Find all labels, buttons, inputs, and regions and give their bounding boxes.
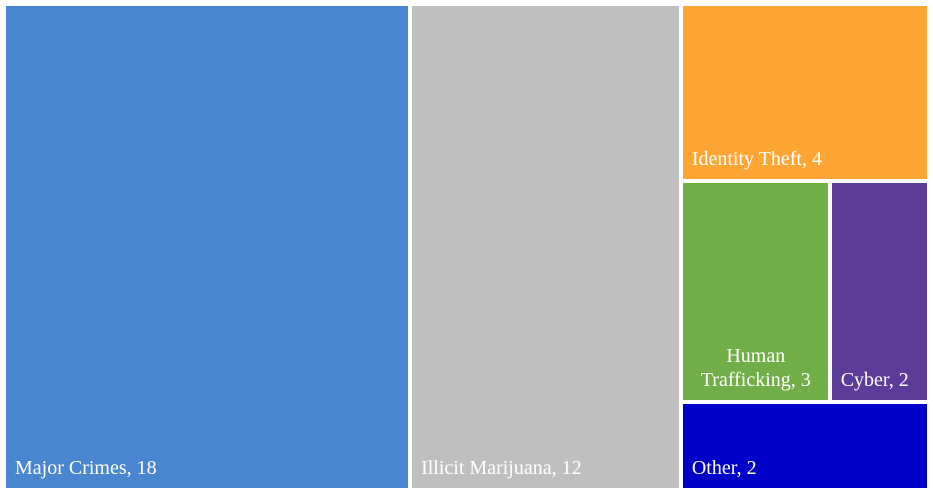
tile: Major Crimes, 18 [6, 6, 409, 488]
tile-label: Illicit Marijuana, 12 [421, 457, 582, 479]
tile: Human Trafficking, 3 [682, 182, 828, 400]
tile: Identity Theft, 4 [682, 6, 927, 179]
tile-label: Cyber, 2 [840, 368, 909, 391]
tile-label: Human Trafficking, 3 [700, 344, 811, 391]
tile-label: Major Crimes, 18 [15, 457, 157, 479]
tile-label: Other, 2 [691, 456, 757, 479]
tile: Other, 2 [682, 403, 927, 488]
tile: Cyber, 2 [831, 182, 927, 400]
tile: Illicit Marijuana, 12 [412, 6, 679, 488]
tile-label: Identity Theft, 4 [691, 147, 822, 170]
